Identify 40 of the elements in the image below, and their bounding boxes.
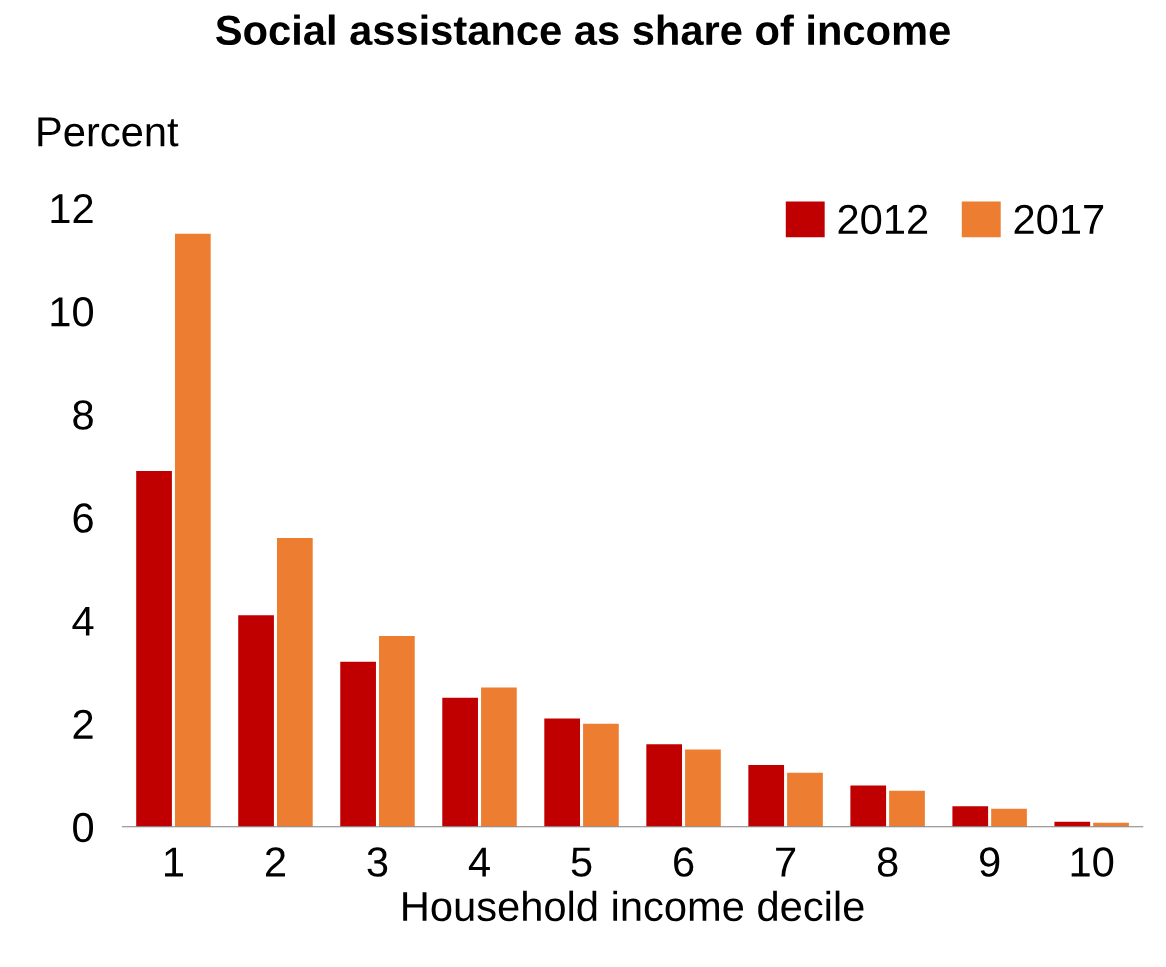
- bar: [174, 233, 211, 827]
- bar: [544, 718, 581, 827]
- bar: [787, 772, 823, 827]
- x-tick-label: 3: [367, 847, 388, 877]
- bar: [136, 470, 172, 827]
- bar: [277, 537, 313, 827]
- bar: [850, 785, 887, 827]
- bar: [340, 661, 376, 827]
- bar: [481, 687, 517, 827]
- bar: [991, 808, 1027, 827]
- bar: [238, 615, 274, 827]
- x-tick-label: 2: [265, 847, 285, 877]
- y-tick-label: 6: [73, 503, 93, 533]
- x-tick-label: 5: [571, 847, 592, 877]
- x-tick-label: 4: [468, 847, 490, 877]
- x-tick-label: 10: [1071, 847, 1114, 877]
- x-tick-label: 7: [776, 847, 796, 877]
- x-axis-title: Household income decile: [403, 890, 864, 922]
- x-tick-label: 6: [674, 847, 694, 877]
- bar: [379, 635, 415, 827]
- legend-label: 2012: [838, 204, 928, 235]
- chart-title: Social assistance as share of income: [215, 14, 950, 46]
- bar: [685, 749, 721, 827]
- bar: [646, 744, 683, 827]
- y-tick-label: 12: [51, 193, 93, 223]
- x-tick-label: 9: [980, 847, 1000, 877]
- bar: [952, 806, 989, 827]
- y-tick-label: 0: [73, 812, 94, 843]
- bar: [583, 723, 619, 827]
- bar: [442, 697, 478, 827]
- x-tick-label: 8: [877, 847, 898, 877]
- bar: [889, 790, 925, 827]
- y-tick-label: 10: [51, 297, 94, 327]
- y-tick-label: 4: [72, 606, 94, 636]
- legend-label: 2017: [1014, 204, 1104, 235]
- x-tick-label: 1: [165, 847, 183, 877]
- y-tick-label: 8: [73, 400, 93, 430]
- bar: [748, 764, 785, 827]
- y-tick-label: 2: [73, 709, 93, 739]
- y-axis-title: Percent: [38, 117, 179, 147]
